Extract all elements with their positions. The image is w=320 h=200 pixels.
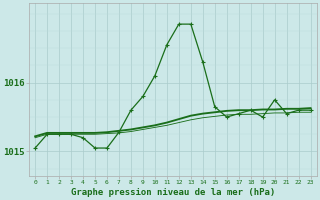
X-axis label: Graphe pression niveau de la mer (hPa): Graphe pression niveau de la mer (hPa)	[71, 188, 275, 197]
